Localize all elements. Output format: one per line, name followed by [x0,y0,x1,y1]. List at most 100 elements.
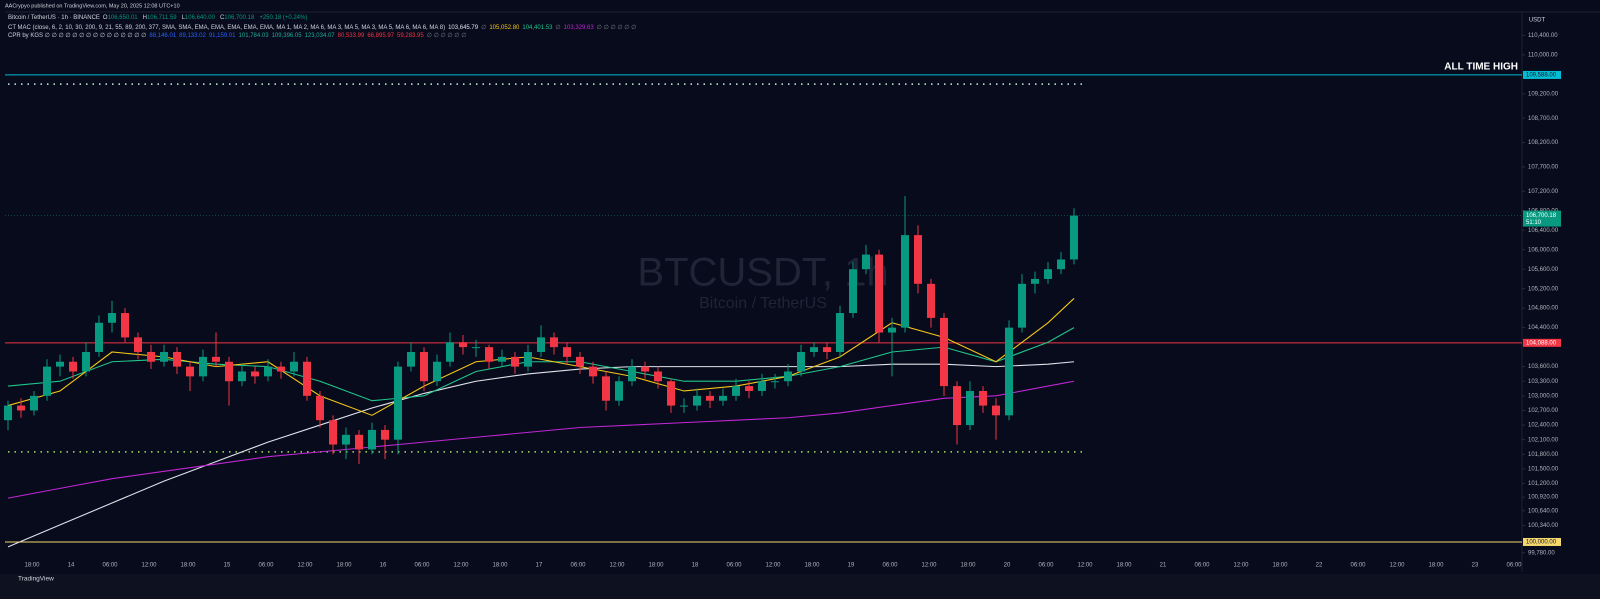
candle-body [329,420,337,445]
y-tick-label: 105,200.00 [1528,286,1559,292]
candle-body [836,313,844,353]
candle-body [563,347,571,357]
ohlc-item: L106,640.00 [182,15,218,21]
y-tick-label: 103,000.00 [1528,393,1559,399]
indicator-value: 104,401.53 [522,25,553,31]
candle-body [979,390,987,406]
y-tick-label: 110,400.00 [1528,33,1558,39]
candle-body [667,381,675,406]
x-tick-label: 12:00 [1233,563,1249,569]
y-tick-label: 110,000.00 [1528,52,1558,58]
x-tick-label: 06:00 [102,563,118,569]
candle-body [1057,259,1065,270]
y-tick-label: 106,000.00 [1528,247,1559,253]
x-tick-label: 20 [1004,563,1011,569]
candle-body [290,361,298,372]
candle-body [901,235,909,328]
candle-body [745,386,753,391]
symbol-name: Bitcoin / TetherUS · 1h · BINANCE [8,15,100,21]
symbol-legend: Bitcoin / TetherUS · 1h · BINANCE O106,65… [8,15,310,21]
candle-body [784,371,792,382]
candle-body [992,405,1000,416]
y-tick-label: 104,800.00 [1528,306,1559,312]
candle-body [823,347,831,353]
x-tick-label: 22 [1316,563,1323,569]
candle-body [420,352,428,382]
x-tick-label: 12:00 [1389,563,1405,569]
x-tick-label: 16 [380,563,387,569]
candle-body [4,405,12,421]
candle-body [316,395,324,421]
ohlc-value: 106,700.18 [224,15,255,21]
x-tick-label: 18:00 [1428,563,1444,569]
indicator-value: 88,146.01 [149,33,177,39]
candle-body [966,390,974,426]
ohlc-item: C106,700.18 [220,15,257,21]
ma-line [7,380,1075,499]
candle-body [758,381,766,391]
candle-body [459,342,467,348]
currency: USDT [1529,18,1546,24]
candle-body [394,366,402,440]
candle-body [875,254,883,333]
candle-body [849,269,857,314]
candle-body [771,381,779,383]
y-tick-label: 106,400.00 [1528,228,1559,234]
x-tick-label: 06:00 [258,563,274,569]
price-label: 109,588.00 [1526,73,1557,79]
candle-body [225,361,233,382]
candle-body [56,361,64,367]
candle-body [199,356,207,377]
candle-body [69,361,77,372]
x-tick-label: 18:00 [336,563,352,569]
candle-body [147,352,155,362]
candle-body [615,381,623,401]
indicator-value: 80,533.99 [337,33,365,39]
indicator-value: 91,159.01 [208,33,236,39]
x-tick-label: 06:00 [1194,563,1210,569]
ohlc-key: O [102,15,108,21]
x-tick-label: 12:00 [921,563,937,569]
candle-body [108,313,116,323]
x-tick-label: 12:00 [1077,563,1093,569]
x-tick-label: 12:00 [297,563,313,569]
indicator-value: 105,052.80 [489,25,520,31]
candle-body [212,356,220,362]
candle-body [589,366,597,377]
x-tick-label: 06:00 [1038,563,1054,569]
x-tick-label: 12:00 [765,563,781,569]
y-tick-label: 100,340.00 [1528,523,1559,529]
ma-line [7,361,1075,548]
indicator-value: 59,283.95 [397,33,424,39]
indicator-value: 123,034.07 [304,33,335,39]
candle-body [485,347,493,362]
candle-body [446,342,454,362]
watermark: BTCUSDT, 1h [637,251,888,295]
candle-body [134,337,142,353]
current-price-box [1523,210,1561,227]
candle-body [498,356,506,362]
footer-brand: TradingView [18,576,54,583]
y-tick-label: 101,200.00 [1528,481,1559,487]
candle-body [433,361,441,382]
candle-body [927,283,935,318]
y-tick-label: 102,700.00 [1528,408,1559,414]
candle-body [381,429,389,440]
candle-body [121,313,129,338]
x-tick-label: 18:00 [1116,563,1132,569]
candle-body [251,371,259,377]
x-tick-label: 06:00 [882,563,898,569]
candle-body [719,395,727,401]
candle-body [693,395,701,406]
candle-body [472,347,480,349]
indicator-value: ∅ [555,25,561,31]
x-tick-label: 17 [536,563,543,569]
candle-body [1031,278,1039,284]
candle-body [602,376,610,401]
candle-body [953,386,961,426]
ohlc-value: 106,640.00 [184,15,215,21]
candle-body [797,352,805,372]
candle-body [537,337,545,353]
